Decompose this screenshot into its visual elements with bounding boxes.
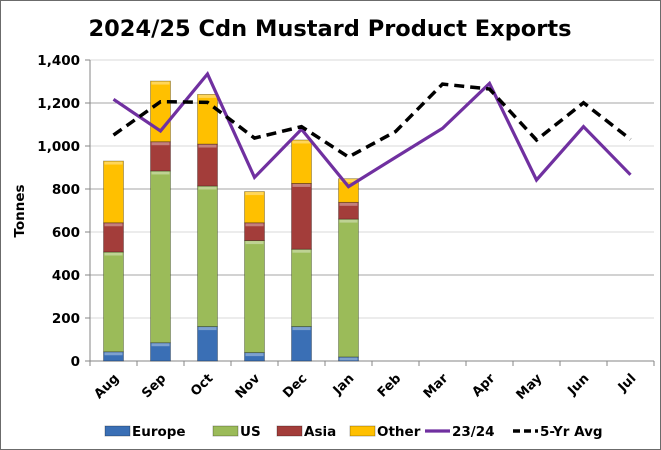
x-tick-labels: Aug Sep Oct Nov Dec Jan Feb Mar Apr May Jun Jul [91, 371, 639, 403]
bar-segment-other [103, 160, 124, 224]
bar-segment-europe [197, 326, 218, 362]
bar-segment-us [197, 185, 218, 328]
bar-segment-highlight [198, 186, 217, 190]
legend-item-23-24: 23/24 [425, 424, 495, 440]
bar-segment-highlight [104, 252, 123, 256]
bar-segment-asia [197, 143, 218, 187]
bar-segment-highlight [339, 219, 358, 223]
bar-segment-other [244, 191, 265, 224]
bar-segment-us [244, 240, 265, 354]
bar-segment-highlight [339, 357, 358, 361]
legend-item-5-yr-avg: 5-Yr Avg [513, 424, 603, 440]
legend-swatch [104, 425, 131, 437]
x-tick-label: May [514, 371, 546, 403]
bar-segment-highlight [292, 140, 311, 144]
legend-item-europe: Europe [104, 424, 186, 440]
bar-segment-europe [291, 326, 312, 362]
bar-segment-highlight [198, 144, 217, 148]
y-tick-label: 1,400 [37, 53, 80, 69]
bar-segment-asia [291, 183, 312, 250]
bar-segment-us [150, 170, 171, 344]
legend-swatch [349, 425, 376, 437]
bar-segment-highlight [151, 343, 170, 347]
axes [89, 60, 655, 366]
legend-swatch [276, 425, 303, 437]
y-tick-label: 400 [52, 268, 80, 284]
y-tick-label: 600 [52, 225, 80, 241]
x-tick-label: Dec [280, 371, 310, 401]
bar-segment-highlight [292, 327, 311, 331]
bar-segment-highlight [151, 81, 170, 85]
y-tick-labels: 0 200 400 600 800 1,000 1,200 1,400 [37, 53, 80, 370]
y-tick-label: 1,000 [37, 139, 80, 155]
bars [103, 80, 359, 362]
legend-label: Other [377, 424, 421, 440]
bar-segment-other [291, 139, 312, 184]
lines [112, 70, 632, 189]
bar-segment-other [197, 94, 218, 145]
x-tick-label: Jan [330, 371, 357, 398]
legend-item-us: US [212, 424, 261, 440]
legend: Europe US Asia Other 23/24 5-Yr Avg [104, 424, 603, 440]
y-tick-label: 800 [52, 182, 80, 198]
x-tick-label: Jun [564, 371, 592, 399]
y-tick-label: 0 [71, 354, 80, 370]
legend-label: 23/24 [452, 424, 495, 440]
legend-item-other: Other [349, 424, 421, 440]
y-axis-label: Tonnes [12, 184, 28, 237]
x-tick-label: Oct [188, 371, 216, 399]
bar-segment-highlight [245, 223, 264, 227]
x-tick-label: Jul [615, 371, 639, 395]
bar-segment-highlight [151, 171, 170, 175]
line-series-5-yr-avg [112, 82, 632, 159]
x-tick-label: Mar [421, 371, 452, 402]
bar-segment-us [338, 218, 359, 358]
x-tick-label: Apr [469, 371, 498, 400]
bar-segment-highlight [198, 327, 217, 331]
x-tick-label: Sep [139, 371, 169, 401]
bar-segment-asia [150, 141, 171, 172]
bar-segment-highlight [104, 352, 123, 356]
bar-segment-highlight [292, 249, 311, 253]
bar-segment-highlight [198, 94, 217, 98]
x-tick-label: Aug [91, 371, 122, 402]
bar-segment-highlight [245, 241, 264, 245]
bar-segment-asia [338, 201, 359, 220]
legend-item-asia: Asia [276, 424, 336, 440]
bar-segment-highlight [151, 142, 170, 146]
bar-segment-highlight [292, 183, 311, 187]
bar-segment-highlight [339, 202, 358, 206]
line-series-23-24 [112, 70, 632, 189]
bar-segment-highlight [245, 192, 264, 196]
legend-label: 5-Yr Avg [540, 424, 603, 440]
bar-segment-highlight [339, 179, 358, 183]
legend-label: US [240, 424, 261, 440]
chart-title: 2024/25 Cdn Mustard Product Exports [88, 16, 571, 42]
bar-segment-highlight [104, 161, 123, 165]
bar-segment-asia [103, 222, 124, 253]
bar-segment-us [291, 248, 312, 327]
legend-label: Asia [304, 424, 336, 440]
bar-segment-highlight [245, 353, 264, 357]
x-tick-label: Feb [375, 371, 404, 400]
bar-segment-us [103, 251, 124, 353]
legend-swatch [212, 425, 239, 437]
x-tick-label: Nov [233, 371, 264, 402]
legend-label: Europe [132, 424, 186, 440]
y-tick-label: 200 [52, 311, 80, 327]
bar-segment-highlight [104, 223, 123, 227]
y-tick-label: 1,200 [37, 96, 80, 112]
